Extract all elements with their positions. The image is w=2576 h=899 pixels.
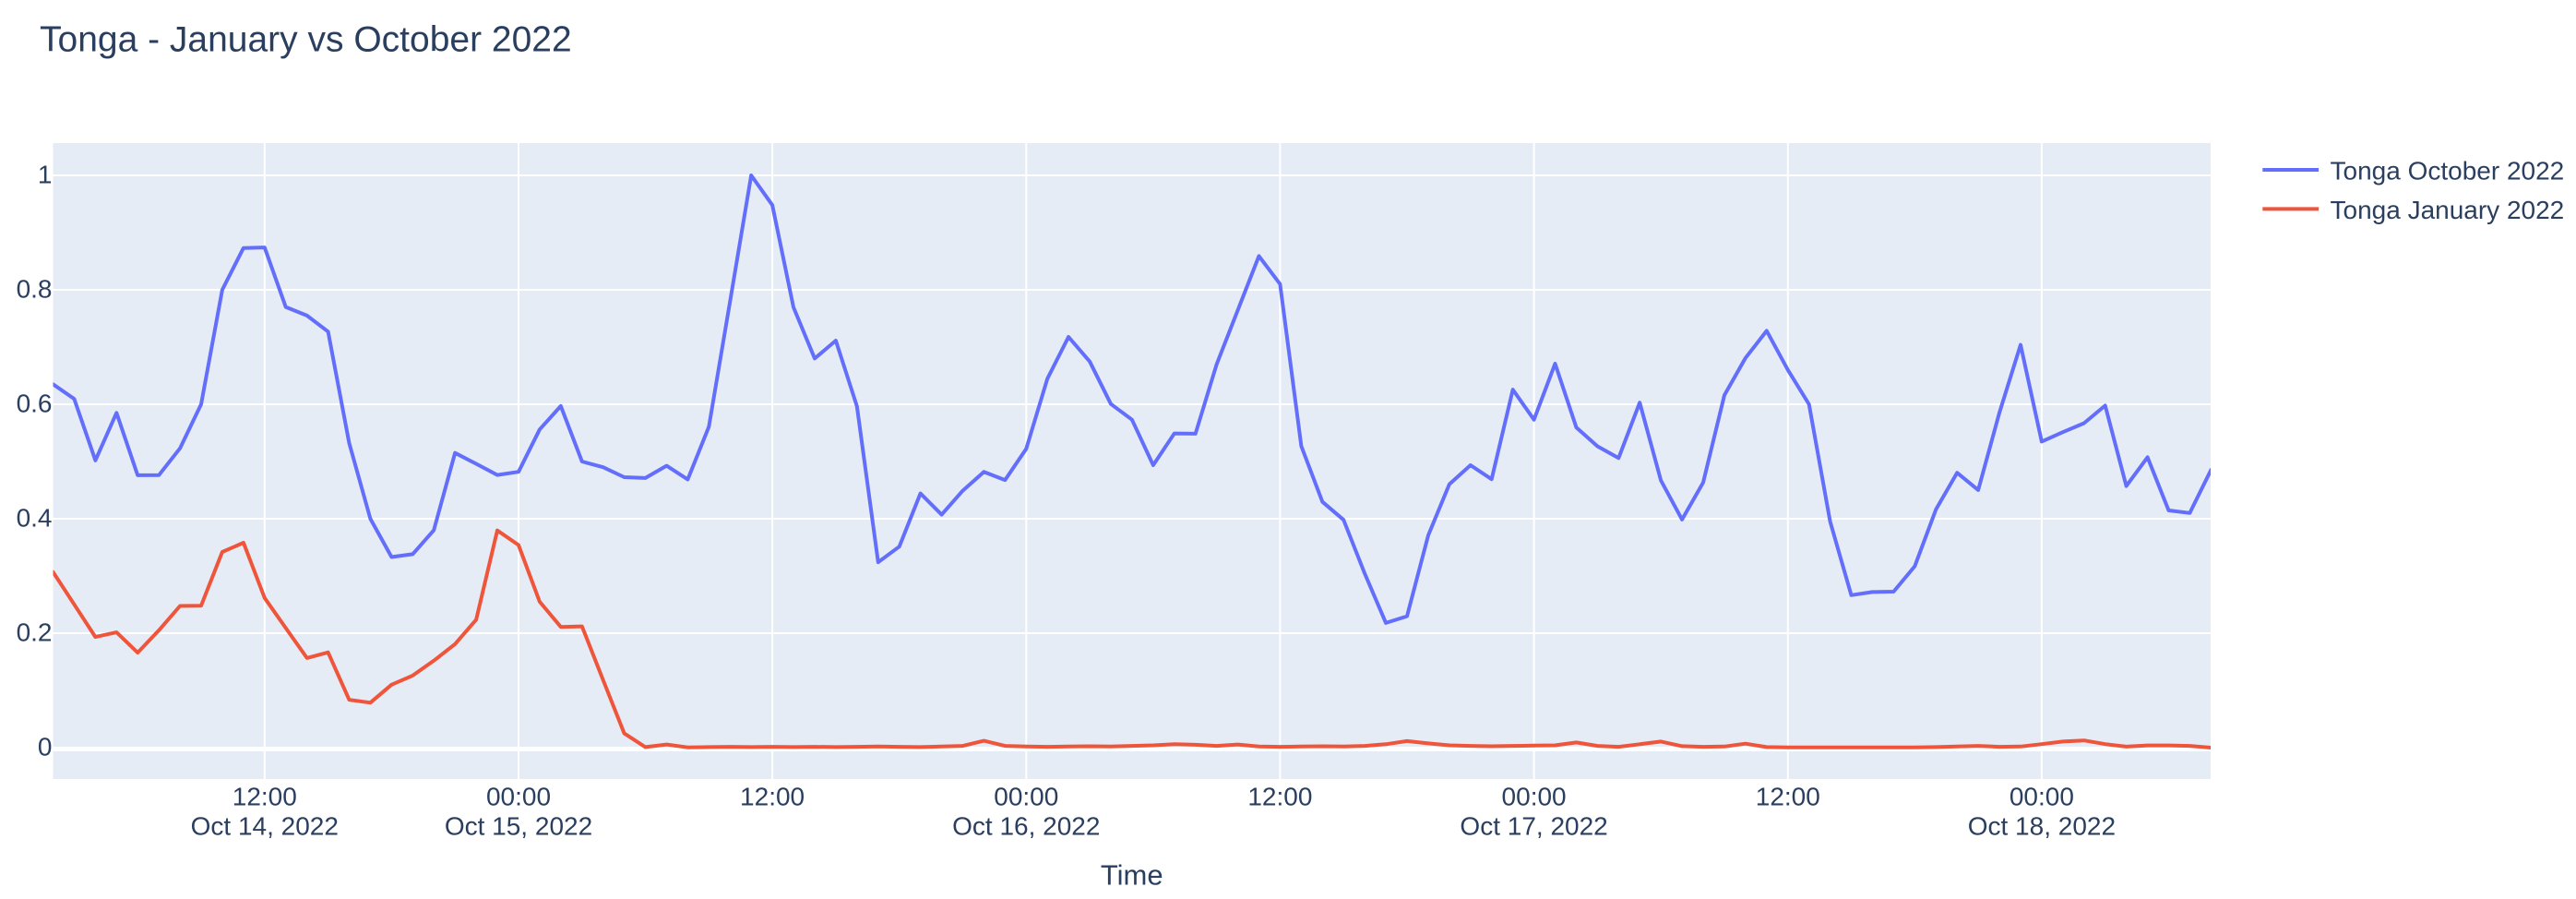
svg-text:Oct 17, 2022: Oct 17, 2022 bbox=[1460, 812, 1607, 841]
svg-text:0.6: 0.6 bbox=[17, 390, 53, 418]
svg-text:0.4: 0.4 bbox=[17, 504, 53, 533]
svg-text:0.8: 0.8 bbox=[17, 275, 53, 304]
svg-text:12:00: 12:00 bbox=[233, 783, 297, 811]
svg-text:Oct 14, 2022: Oct 14, 2022 bbox=[191, 812, 339, 841]
svg-text:Tonga - January vs October 202: Tonga - January vs October 2022 bbox=[40, 20, 572, 60]
svg-text:Time: Time bbox=[1101, 858, 1163, 891]
svg-text:00:00: 00:00 bbox=[1502, 783, 1567, 811]
svg-text:0: 0 bbox=[38, 733, 53, 761]
svg-text:Oct 16, 2022: Oct 16, 2022 bbox=[952, 812, 1100, 841]
svg-text:12:00: 12:00 bbox=[1756, 783, 1820, 811]
svg-text:00:00: 00:00 bbox=[486, 783, 551, 811]
svg-text:Oct 15, 2022: Oct 15, 2022 bbox=[445, 812, 592, 841]
svg-text:Oct 18, 2022: Oct 18, 2022 bbox=[1968, 812, 2116, 841]
svg-text:00:00: 00:00 bbox=[994, 783, 1058, 811]
svg-text:Tonga October 2022: Tonga October 2022 bbox=[2331, 156, 2565, 185]
svg-text:1: 1 bbox=[38, 161, 53, 189]
svg-text:12:00: 12:00 bbox=[1247, 783, 1312, 811]
svg-text:00:00: 00:00 bbox=[2010, 783, 2074, 811]
svg-text:0.2: 0.2 bbox=[17, 618, 53, 647]
svg-text:12:00: 12:00 bbox=[740, 783, 805, 811]
svg-text:Tonga January 2022: Tonga January 2022 bbox=[2331, 196, 2565, 224]
